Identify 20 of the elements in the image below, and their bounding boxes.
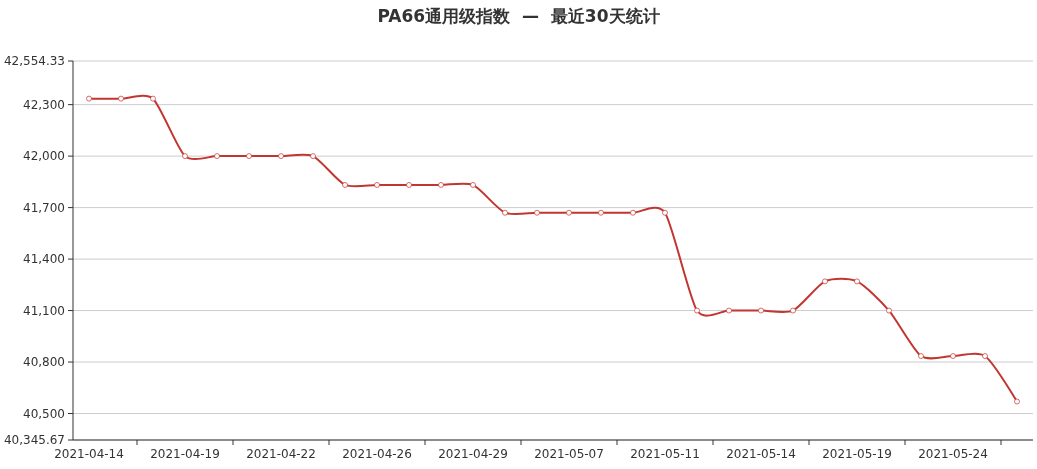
- y-tick-label: 40,345.67: [3, 433, 65, 448]
- x-tick-label: 2021-04-29: [438, 447, 508, 461]
- x-tick-label: 2021-05-24: [918, 447, 988, 461]
- y-tick-label: 41,400: [23, 252, 65, 267]
- x-tick-label: 2021-04-22: [246, 447, 316, 461]
- y-tick-label: 41,700: [23, 200, 65, 215]
- y-tick-label: 40,800: [23, 355, 65, 370]
- x-tick-label: 2021-05-07: [534, 447, 604, 461]
- x-tick-label: 2021-04-26: [342, 447, 412, 461]
- x-tick-label: 2021-05-14: [726, 447, 796, 461]
- y-tick-label: 42,000: [23, 149, 65, 164]
- x-tick-label: 2021-05-11: [630, 447, 700, 461]
- x-tick-label: 2021-04-14: [54, 447, 124, 461]
- y-tick-label: 42,300: [23, 97, 65, 112]
- y-tick-label: 41,100: [23, 303, 65, 318]
- x-tick-label: 2021-05-19: [822, 447, 892, 461]
- x-tick-label: 2021-04-19: [150, 447, 220, 461]
- y-tick-label: 42,554.33: [3, 54, 65, 69]
- y-tick-label: 40,500: [23, 406, 65, 421]
- chart-title: PA66通用级指数 — 最近30天统计: [377, 6, 660, 26]
